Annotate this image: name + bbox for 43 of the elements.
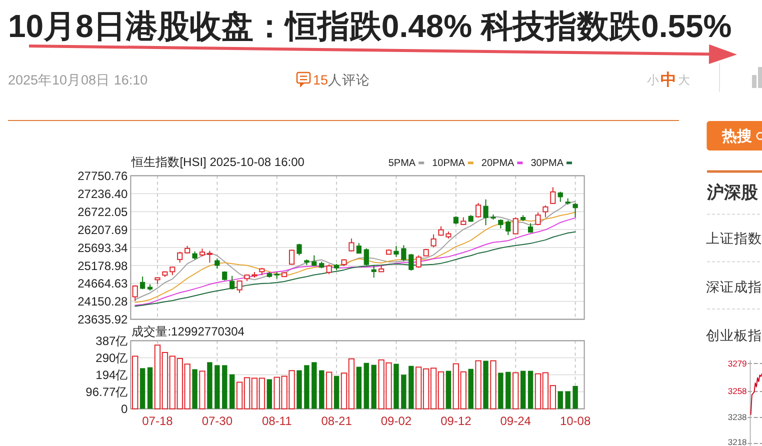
- legend-label: 5PMA: [388, 158, 416, 170]
- x-tick-label: 09-24: [500, 414, 532, 428]
- x-tick-label: 09-02: [380, 414, 412, 428]
- chart-title: 成交量:12992770304: [132, 324, 245, 338]
- x-tick-label: 07-30: [202, 414, 233, 428]
- y-tick-label: 24150.28: [78, 294, 128, 309]
- x-tick-label: 10-08: [560, 414, 591, 428]
- y-tick-label: 25693.34: [78, 240, 128, 255]
- y-tick-label: 387亿: [96, 334, 128, 348]
- x-tick-label: 08-21: [321, 414, 352, 428]
- text: 10月8日港股收盘：恒指跌0.48% 科技指数跌0.55%: [8, 8, 732, 44]
- text: 小: [647, 73, 659, 87]
- text: 沪深股: [706, 183, 759, 202]
- x-tick-label: 07-18: [142, 414, 174, 428]
- y-tick-label: 96.77亿: [86, 385, 128, 400]
- y-tick-label: 24664.63: [78, 276, 128, 291]
- y-tick-label: 3279: [728, 358, 748, 368]
- y-tick-label: 290亿: [96, 351, 128, 366]
- text: 深证成指: [706, 280, 762, 294]
- legend-label: 20PMA: [481, 158, 515, 170]
- y-tick-label: 26722.05: [78, 204, 128, 219]
- x-tick-label: 08-11: [262, 414, 292, 428]
- y-tick-label: 3218: [728, 437, 748, 446]
- y-tick-label: 27236.40: [78, 186, 128, 201]
- text: 中: [660, 71, 676, 89]
- text: 大: [678, 73, 690, 87]
- y-tick-label: 27750.76: [78, 169, 128, 183]
- legend-label: 10PMA: [432, 158, 466, 170]
- y-tick-label: 25178.98: [78, 258, 128, 273]
- y-tick-label: 3238: [728, 412, 748, 422]
- text: 15人评论: [313, 72, 370, 88]
- text: 创业板指: [706, 328, 762, 343]
- text: 2025年10月08日 16:10: [8, 72, 148, 88]
- text: 热搜: [721, 128, 752, 145]
- legend-label: 30PMA: [530, 158, 564, 170]
- y-tick-label: 3258: [728, 386, 748, 396]
- y-tick-label: 23635.92: [78, 312, 128, 327]
- y-tick-label: 26207.69: [78, 222, 128, 237]
- y-tick-label: 194亿: [96, 368, 128, 382]
- y-tick-label: 0: [121, 402, 128, 416]
- text: 上证指数: [706, 231, 762, 246]
- chart-title: 恒生指数[HSI] 2025-10-08 16:00: [130, 155, 305, 170]
- x-tick-label: 09-12: [440, 414, 472, 428]
